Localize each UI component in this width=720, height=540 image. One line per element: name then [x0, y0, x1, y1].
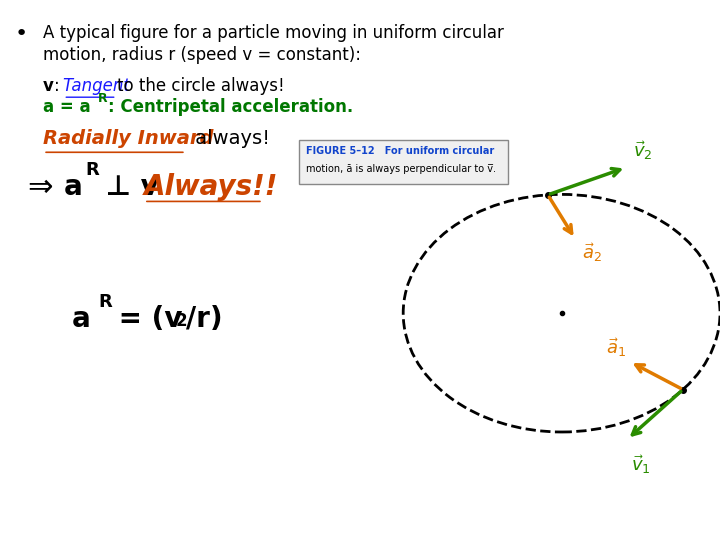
Text: R: R: [85, 161, 99, 179]
Text: 2: 2: [176, 312, 187, 329]
Text: $\vec{a}_2$: $\vec{a}_2$: [582, 241, 603, 265]
Text: Always!!: Always!!: [144, 173, 279, 201]
Text: :: :: [54, 77, 65, 94]
Text: R: R: [98, 92, 107, 105]
FancyBboxPatch shape: [299, 140, 508, 184]
Text: = (v: = (v: [109, 305, 183, 333]
Text: $\vec{v}_1$: $\vec{v}_1$: [631, 453, 651, 476]
Text: Tangent: Tangent: [63, 77, 135, 94]
Text: v: v: [43, 77, 54, 94]
Text: R: R: [98, 293, 112, 311]
Text: always!: always!: [189, 129, 269, 147]
Text: A typical figure for a particle moving in uniform circular: A typical figure for a particle moving i…: [43, 24, 504, 42]
Text: motion, ā is always perpendicular to v̅.: motion, ā is always perpendicular to v̅.: [306, 164, 496, 174]
Text: $\vec{a}_1$: $\vec{a}_1$: [606, 336, 626, 359]
Text: a = a: a = a: [43, 98, 91, 116]
Text: a: a: [72, 305, 91, 333]
Text: : Centripetal acceleration.: : Centripetal acceleration.: [108, 98, 354, 116]
Text: /r): /r): [186, 305, 222, 333]
Text: motion, radius r (speed v = constant):: motion, radius r (speed v = constant):: [43, 46, 361, 64]
Text: Radially Inward: Radially Inward: [43, 129, 214, 147]
Text: $\vec{v}_2$: $\vec{v}_2$: [634, 139, 653, 162]
Text: ⊥ v: ⊥ v: [96, 173, 169, 201]
Text: ⇒: ⇒: [27, 173, 53, 202]
Text: •: •: [14, 24, 27, 44]
Text: FIGURE 5–12   For uniform circular: FIGURE 5–12 For uniform circular: [306, 146, 494, 156]
Text: to the circle always!: to the circle always!: [117, 77, 284, 94]
Text: a: a: [63, 173, 82, 201]
